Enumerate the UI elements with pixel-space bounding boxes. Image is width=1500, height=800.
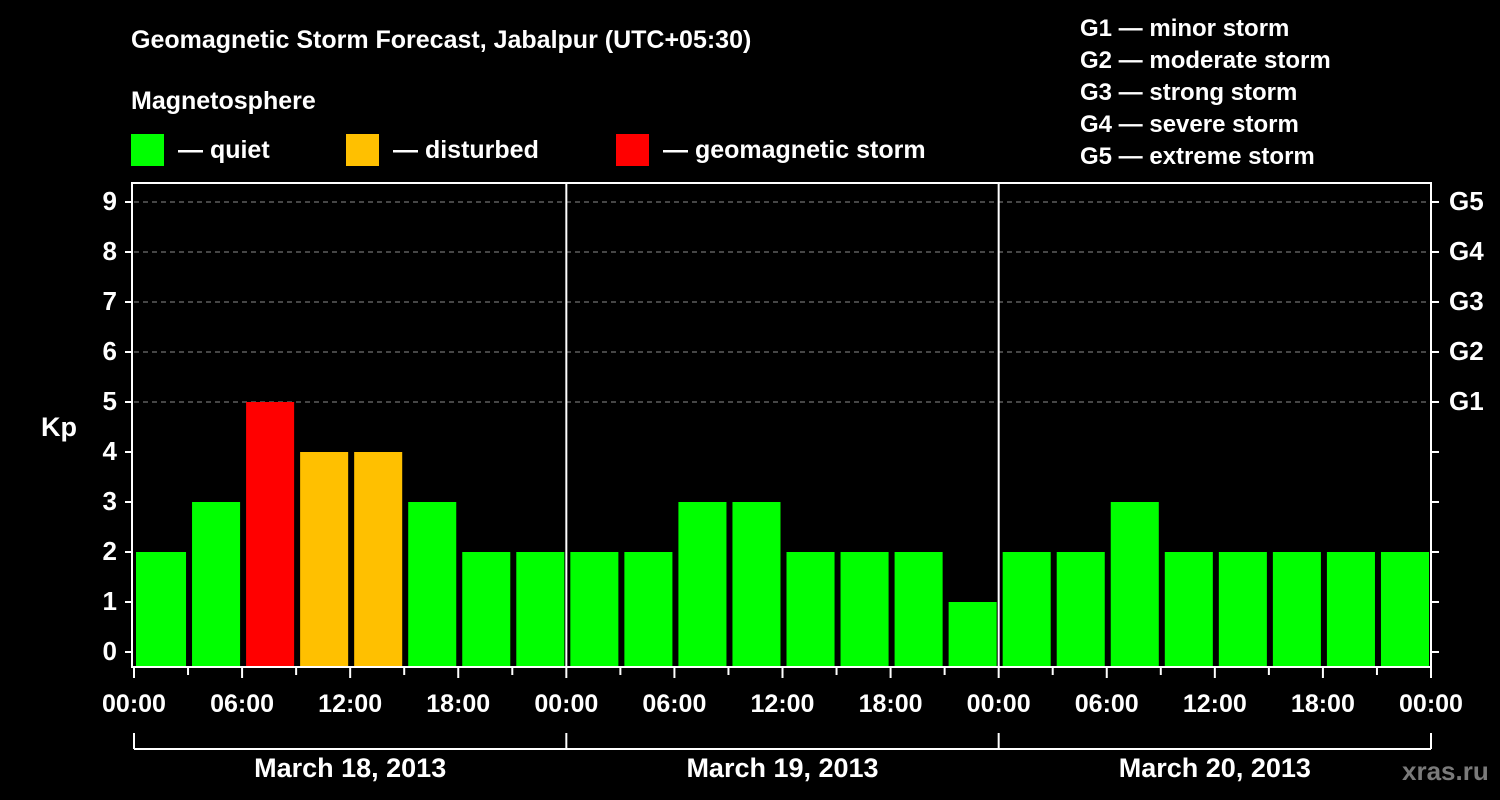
- kp-bar: [192, 502, 241, 668]
- kp-bar: [1110, 502, 1159, 668]
- legend-label: — quiet: [178, 135, 270, 164]
- y-tick-label: 5: [102, 386, 117, 416]
- kp-bar: [678, 502, 727, 668]
- x-tick-label: 12:00: [1182, 690, 1247, 718]
- g-tick-label: G3: [1449, 286, 1484, 316]
- y-tick-label: 6: [102, 336, 117, 366]
- y-tick-label: 7: [102, 286, 117, 316]
- kp-bar: [1056, 552, 1105, 668]
- kp-bar: [408, 502, 457, 668]
- legend-item-storm: — geomagnetic storm: [616, 134, 926, 166]
- x-tick-label: 00:00: [966, 690, 1031, 718]
- y-tick-label: 2: [102, 536, 117, 566]
- kp-bar: [462, 552, 511, 668]
- y-tick-label: 1: [102, 586, 117, 616]
- kp-bar: [246, 402, 295, 668]
- g-tick-label: G5: [1449, 186, 1484, 216]
- kp-bar: [300, 452, 349, 668]
- chart-title: Geomagnetic Storm Forecast, Jabalpur (UT…: [131, 26, 752, 54]
- storm-scale-g5: G5 — extreme storm: [1080, 143, 1315, 170]
- storm-scale-g1: G1 — minor storm: [1080, 15, 1290, 42]
- kp-bar: [354, 452, 403, 668]
- day-label: March 19, 2013: [686, 753, 879, 783]
- x-tick-label: 18:00: [426, 690, 491, 718]
- kp-bar: [1002, 552, 1051, 668]
- x-tick-label: 12:00: [318, 690, 383, 718]
- x-tick-label: 18:00: [858, 690, 923, 718]
- y-tick-label: 3: [102, 486, 117, 516]
- kp-bar: [786, 552, 835, 668]
- kp-bar: [1416, 552, 1428, 668]
- y-axis-label: Kp: [41, 412, 77, 442]
- kp-bar: [948, 602, 997, 668]
- legend-label: — disturbed: [393, 135, 539, 164]
- day-label: March 18, 2013: [254, 753, 447, 783]
- kp-bar: [1218, 552, 1267, 668]
- kp-bar: [1164, 552, 1213, 668]
- legend-item-disturbed: — disturbed: [346, 134, 539, 166]
- kp-bar: [570, 552, 619, 668]
- y-tick-label: 9: [102, 186, 117, 216]
- storm-scale-g3: G3 — strong storm: [1080, 79, 1298, 106]
- x-tick-label: 00:00: [1399, 690, 1463, 718]
- x-tick-label: 12:00: [750, 690, 815, 718]
- x-tick-label: 06:00: [642, 690, 707, 718]
- g-tick-label: G2: [1449, 336, 1484, 366]
- kp-bar: [840, 552, 889, 668]
- kp-bar: [516, 552, 565, 668]
- x-tick-label: 06:00: [210, 690, 275, 718]
- x-tick-label: 00:00: [102, 690, 166, 718]
- kp-bar: [732, 502, 781, 668]
- x-tick-label: 06:00: [1074, 690, 1139, 718]
- storm-swatch-icon: [616, 134, 649, 166]
- g-tick-label: G4: [1449, 236, 1484, 266]
- x-tick-label: 18:00: [1290, 690, 1355, 718]
- g-tick-label: G1: [1449, 386, 1484, 416]
- legend-label: — geomagnetic storm: [663, 135, 926, 164]
- watermark: xras.ru: [1402, 756, 1489, 786]
- kp-bar: [894, 552, 943, 668]
- y-tick-label: 4: [102, 436, 117, 466]
- kp-bar: [1326, 552, 1375, 668]
- y-tick-label: 8: [102, 236, 117, 266]
- storm-scale-g2: G2 — moderate storm: [1080, 47, 1331, 74]
- kp-bar: [624, 552, 673, 668]
- kp-bar: [136, 552, 187, 668]
- storm-scale-g4: G4 — severe storm: [1080, 111, 1299, 138]
- quiet-swatch-icon: [131, 134, 164, 166]
- disturbed-swatch-icon: [346, 134, 379, 166]
- y-tick-label: 0: [102, 636, 117, 666]
- day-label: March 20, 2013: [1118, 753, 1311, 783]
- legend-item-quiet: — quiet: [131, 134, 270, 166]
- chart-subtitle: Magnetosphere: [131, 87, 316, 115]
- x-tick-label: 00:00: [534, 690, 599, 718]
- kp-bar: [1272, 552, 1321, 668]
